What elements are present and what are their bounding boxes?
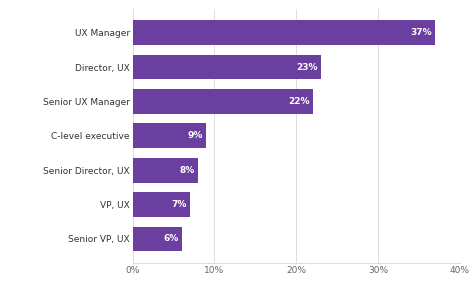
Text: 23%: 23% — [296, 62, 318, 72]
Bar — [133, 124, 206, 148]
Bar — [133, 192, 190, 217]
Text: 37%: 37% — [410, 28, 432, 37]
Text: 7%: 7% — [171, 200, 187, 209]
Bar — [133, 55, 321, 79]
Bar — [133, 227, 182, 251]
Text: 6%: 6% — [163, 234, 179, 243]
Bar — [133, 20, 435, 45]
Bar — [133, 89, 312, 114]
Text: 22%: 22% — [288, 97, 310, 106]
Bar — [133, 158, 198, 182]
Text: 8%: 8% — [180, 166, 195, 175]
Text: 9%: 9% — [188, 131, 203, 140]
